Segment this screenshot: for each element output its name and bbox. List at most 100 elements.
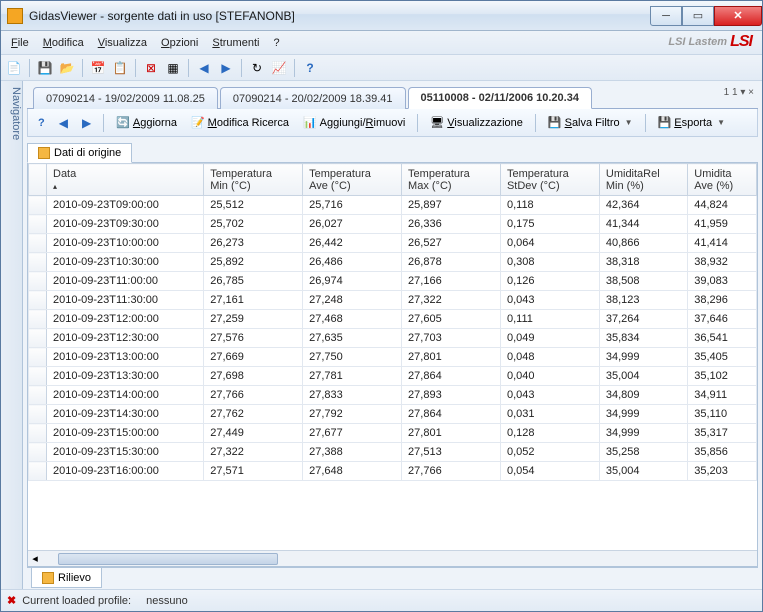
cell[interactable]: 2010-09-23T12:30:00	[47, 329, 204, 348]
cell[interactable]: 27,703	[402, 329, 501, 348]
cell[interactable]: 2010-09-23T15:00:00	[47, 424, 204, 443]
cell[interactable]: 27,576	[204, 329, 303, 348]
h-scrollbar[interactable]: ◂	[28, 550, 757, 566]
col-header-5[interactable]: UmiditaRelMin (%)	[599, 164, 687, 196]
cell[interactable]: 0,118	[500, 196, 599, 215]
menu-help[interactable]: ?	[273, 37, 279, 49]
cell[interactable]: 35,317	[688, 424, 757, 443]
cell[interactable]: 25,892	[204, 253, 303, 272]
cell[interactable]: 41,414	[688, 234, 757, 253]
col-header-1[interactable]: TemperaturaMin (°C)	[204, 164, 303, 196]
cell[interactable]: 27,513	[402, 443, 501, 462]
cell[interactable]: 44,824	[688, 196, 757, 215]
cell[interactable]: 35,834	[599, 329, 687, 348]
aggiungi-rimuovi-button[interactable]: 📊 Aggiungi/Rimuovi	[299, 114, 409, 131]
maximize-button[interactable]: ▭	[682, 6, 714, 26]
cell[interactable]: 27,571	[204, 462, 303, 481]
cell[interactable]: 27,388	[303, 443, 402, 462]
cell[interactable]: 26,878	[402, 253, 501, 272]
sub-tab-dati[interactable]: Dati di origine	[27, 143, 132, 163]
cell[interactable]: 27,750	[303, 348, 402, 367]
cell[interactable]: 27,468	[303, 310, 402, 329]
cell[interactable]: 35,405	[688, 348, 757, 367]
cell[interactable]: 0,128	[500, 424, 599, 443]
cell[interactable]: 35,102	[688, 367, 757, 386]
doc-tabs-controls[interactable]: 1 1 ▾ ×	[724, 87, 754, 98]
table-row[interactable]: 2010-09-23T11:30:0027,16127,24827,3220,0…	[29, 291, 757, 310]
cell[interactable]: 27,322	[402, 291, 501, 310]
cell[interactable]: 35,004	[599, 367, 687, 386]
h-scroll-thumb[interactable]	[58, 553, 278, 565]
table-row[interactable]: 2010-09-23T16:00:0027,57127,64827,7660,0…	[29, 462, 757, 481]
cell[interactable]: 2010-09-23T09:00:00	[47, 196, 204, 215]
cell[interactable]: 36,541	[688, 329, 757, 348]
new-icon[interactable]: 📄	[5, 59, 23, 77]
cell[interactable]: 27,781	[303, 367, 402, 386]
cell[interactable]: 41,959	[688, 215, 757, 234]
cell[interactable]: 27,864	[402, 367, 501, 386]
nav-strip[interactable]: Navigatore	[1, 81, 23, 589]
cell[interactable]: 2010-09-23T13:00:00	[47, 348, 204, 367]
cell[interactable]: 27,766	[204, 386, 303, 405]
doc-tab-1[interactable]: 07090214 - 19/02/2009 11.08.25	[33, 87, 218, 109]
doc-tab-3[interactable]: 05110008 - 02/11/2006 10.20.34	[408, 87, 592, 109]
table-row[interactable]: 2010-09-23T09:00:0025,51225,71625,8970,1…	[29, 196, 757, 215]
cell[interactable]: 42,364	[599, 196, 687, 215]
cell[interactable]: 27,864	[402, 405, 501, 424]
cell[interactable]: 27,833	[303, 386, 402, 405]
cell[interactable]: 26,974	[303, 272, 402, 291]
cell[interactable]: 38,296	[688, 291, 757, 310]
cell[interactable]: 25,716	[303, 196, 402, 215]
titlebar[interactable]: GidasViewer - sorgente dati in uso [STEF…	[1, 1, 762, 31]
cell[interactable]: 27,161	[204, 291, 303, 310]
cell[interactable]: 27,449	[204, 424, 303, 443]
cell[interactable]: 2010-09-23T14:00:00	[47, 386, 204, 405]
cell[interactable]: 0,049	[500, 329, 599, 348]
close-button[interactable]: ✕	[714, 6, 762, 26]
menu-strumenti[interactable]: Strumenti	[212, 37, 259, 49]
cal2-icon[interactable]: 📋	[111, 59, 129, 77]
doc-tab-2[interactable]: 07090214 - 20/02/2009 18.39.41	[220, 87, 406, 109]
cell[interactable]: 2010-09-23T12:00:00	[47, 310, 204, 329]
cell[interactable]: 38,508	[599, 272, 687, 291]
cell[interactable]: 25,897	[402, 196, 501, 215]
table-row[interactable]: 2010-09-23T10:00:0026,27326,44226,5270,0…	[29, 234, 757, 253]
cell[interactable]: 34,999	[599, 424, 687, 443]
cell[interactable]: 34,809	[599, 386, 687, 405]
cell[interactable]: 27,792	[303, 405, 402, 424]
cell[interactable]: 27,248	[303, 291, 402, 310]
cell[interactable]: 0,308	[500, 253, 599, 272]
grid-scroll[interactable]: Data ▴TemperaturaMin (°C)TemperaturaAve …	[28, 163, 757, 550]
cell[interactable]: 35,856	[688, 443, 757, 462]
menu-modifica[interactable]: Modifica	[43, 37, 84, 49]
table-row[interactable]: 2010-09-23T14:00:0027,76627,83327,8930,0…	[29, 386, 757, 405]
grid-icon[interactable]: ▦	[164, 59, 182, 77]
cell[interactable]: 2010-09-23T14:30:00	[47, 405, 204, 424]
cell[interactable]: 2010-09-23T10:00:00	[47, 234, 204, 253]
aggiorna-button[interactable]: 🔄 Aggiorna	[112, 114, 181, 131]
cell[interactable]: 2010-09-23T11:30:00	[47, 291, 204, 310]
cell[interactable]: 0,052	[500, 443, 599, 462]
cell[interactable]: 27,801	[402, 348, 501, 367]
cell[interactable]: 26,785	[204, 272, 303, 291]
cell[interactable]: 27,166	[402, 272, 501, 291]
minimize-button[interactable]: ─	[650, 6, 682, 26]
visualizzazione-button[interactable]: 🖥 Visualizzazione	[426, 114, 527, 131]
col-header-4[interactable]: TemperaturaStDev (°C)	[500, 164, 599, 196]
cell[interactable]: 37,264	[599, 310, 687, 329]
cell[interactable]: 35,004	[599, 462, 687, 481]
cell[interactable]: 38,318	[599, 253, 687, 272]
cell[interactable]: 27,762	[204, 405, 303, 424]
table-row[interactable]: 2010-09-23T13:30:0027,69827,78127,8640,0…	[29, 367, 757, 386]
table-row[interactable]: 2010-09-23T15:00:0027,44927,67727,8010,1…	[29, 424, 757, 443]
prev-button[interactable]: ◀	[55, 114, 72, 132]
cell[interactable]: 27,698	[204, 367, 303, 386]
cell[interactable]: 41,344	[599, 215, 687, 234]
col-header-0[interactable]: Data ▴	[47, 164, 204, 196]
cell[interactable]: 25,512	[204, 196, 303, 215]
cell[interactable]: 35,258	[599, 443, 687, 462]
cell[interactable]: 38,123	[599, 291, 687, 310]
next-button[interactable]: ▶	[78, 114, 95, 132]
menu-opzioni[interactable]: Opzioni	[161, 37, 198, 49]
table-row[interactable]: 2010-09-23T13:00:0027,66927,75027,8010,0…	[29, 348, 757, 367]
